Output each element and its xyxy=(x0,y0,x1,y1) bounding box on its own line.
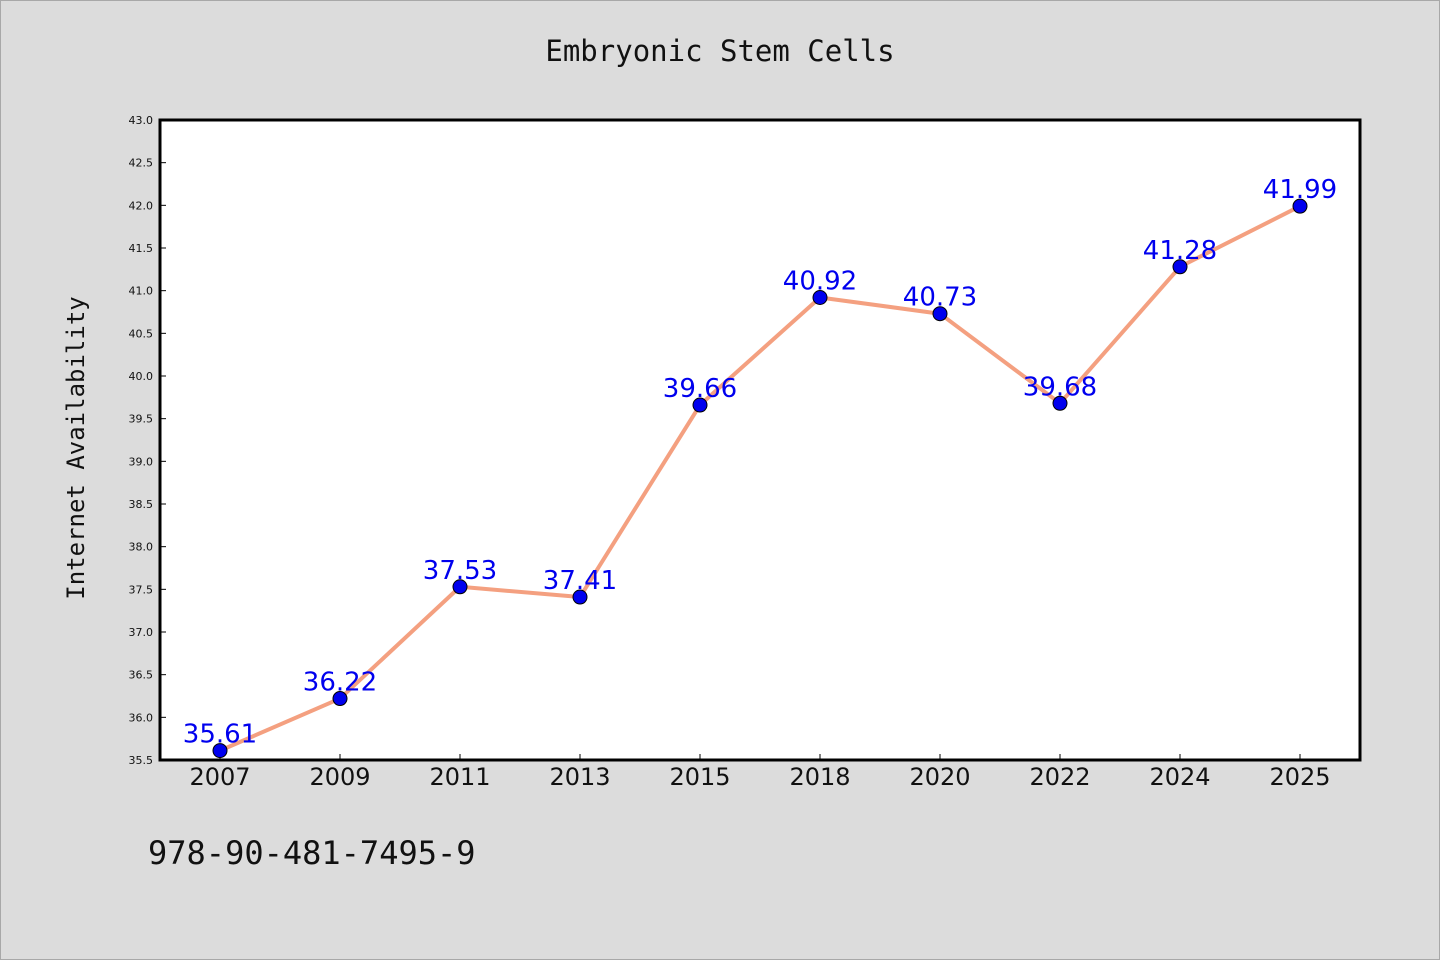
y-tick-label: 42.0 xyxy=(129,199,154,212)
y-tick-label: 37.0 xyxy=(129,626,154,639)
data-point xyxy=(572,589,588,605)
plot-border xyxy=(158,118,1362,762)
data-point xyxy=(1172,259,1188,275)
x-tick-label: 2018 xyxy=(789,763,850,791)
data-point xyxy=(812,289,828,305)
y-tick-label: 39.5 xyxy=(129,413,154,426)
data-point xyxy=(692,397,708,413)
x-tick-label: 2011 xyxy=(429,763,490,791)
x-tick-label: 2007 xyxy=(189,763,250,791)
y-tick-label: 36.0 xyxy=(129,711,154,724)
data-point xyxy=(452,579,468,595)
y-tick-label: 35.5 xyxy=(129,754,154,767)
y-tick-label: 41.5 xyxy=(129,242,154,255)
x-tick-label: 2013 xyxy=(549,763,610,791)
x-tick-label: 2025 xyxy=(1269,763,1330,791)
data-label: 37.41 xyxy=(543,566,617,596)
y-tick-label: 36.5 xyxy=(129,669,154,682)
x-tick-label: 2022 xyxy=(1029,763,1090,791)
y-tick-label: 42.5 xyxy=(129,157,154,170)
data-point xyxy=(1052,395,1068,411)
y-tick-label: 39.0 xyxy=(129,455,154,468)
chart-title: Embryonic Stem Cells xyxy=(545,34,895,68)
y-tick-label: 38.0 xyxy=(129,541,154,554)
data-label: 37.53 xyxy=(423,556,497,586)
x-tick-label: 2009 xyxy=(309,763,370,791)
data-point xyxy=(332,691,348,707)
data-label: 41.99 xyxy=(1263,175,1337,205)
data-label: 36.22 xyxy=(303,668,377,698)
y-tick-label: 43.0 xyxy=(129,114,154,127)
data-label: 40.92 xyxy=(783,266,857,296)
plot-area xyxy=(160,120,1360,760)
data-label: 41.28 xyxy=(1143,236,1217,266)
x-tick-label: 2020 xyxy=(909,763,970,791)
footer-code: 978-90-481-7495-9 xyxy=(148,834,476,872)
series-line xyxy=(219,204,1301,753)
y-tick-label: 40.0 xyxy=(129,370,154,383)
y-tick-label: 38.5 xyxy=(129,498,154,511)
y-tick-label: 41.0 xyxy=(129,285,154,298)
data-point xyxy=(212,743,228,759)
y-tick-label: 37.5 xyxy=(129,583,154,596)
data-label: 39.66 xyxy=(663,374,737,404)
x-tick-label: 2015 xyxy=(669,763,730,791)
data-label: 39.68 xyxy=(1023,372,1097,402)
data-point xyxy=(932,306,948,322)
x-tick-label: 2024 xyxy=(1149,763,1210,791)
data-point xyxy=(1292,198,1308,214)
data-label: 35.61 xyxy=(183,720,257,750)
data-label: 40.73 xyxy=(903,283,977,313)
y-tick-label: 40.5 xyxy=(129,327,154,340)
